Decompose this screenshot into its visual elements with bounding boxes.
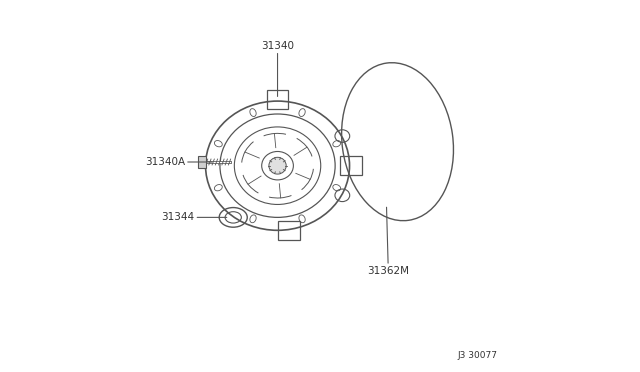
Text: 31362M: 31362M	[367, 207, 410, 276]
FancyBboxPatch shape	[198, 156, 206, 168]
Text: 31340A: 31340A	[145, 157, 212, 167]
Text: 31340: 31340	[261, 41, 294, 96]
Text: J3 30077: J3 30077	[457, 350, 497, 359]
Text: 31344: 31344	[161, 212, 227, 222]
Ellipse shape	[269, 157, 286, 174]
